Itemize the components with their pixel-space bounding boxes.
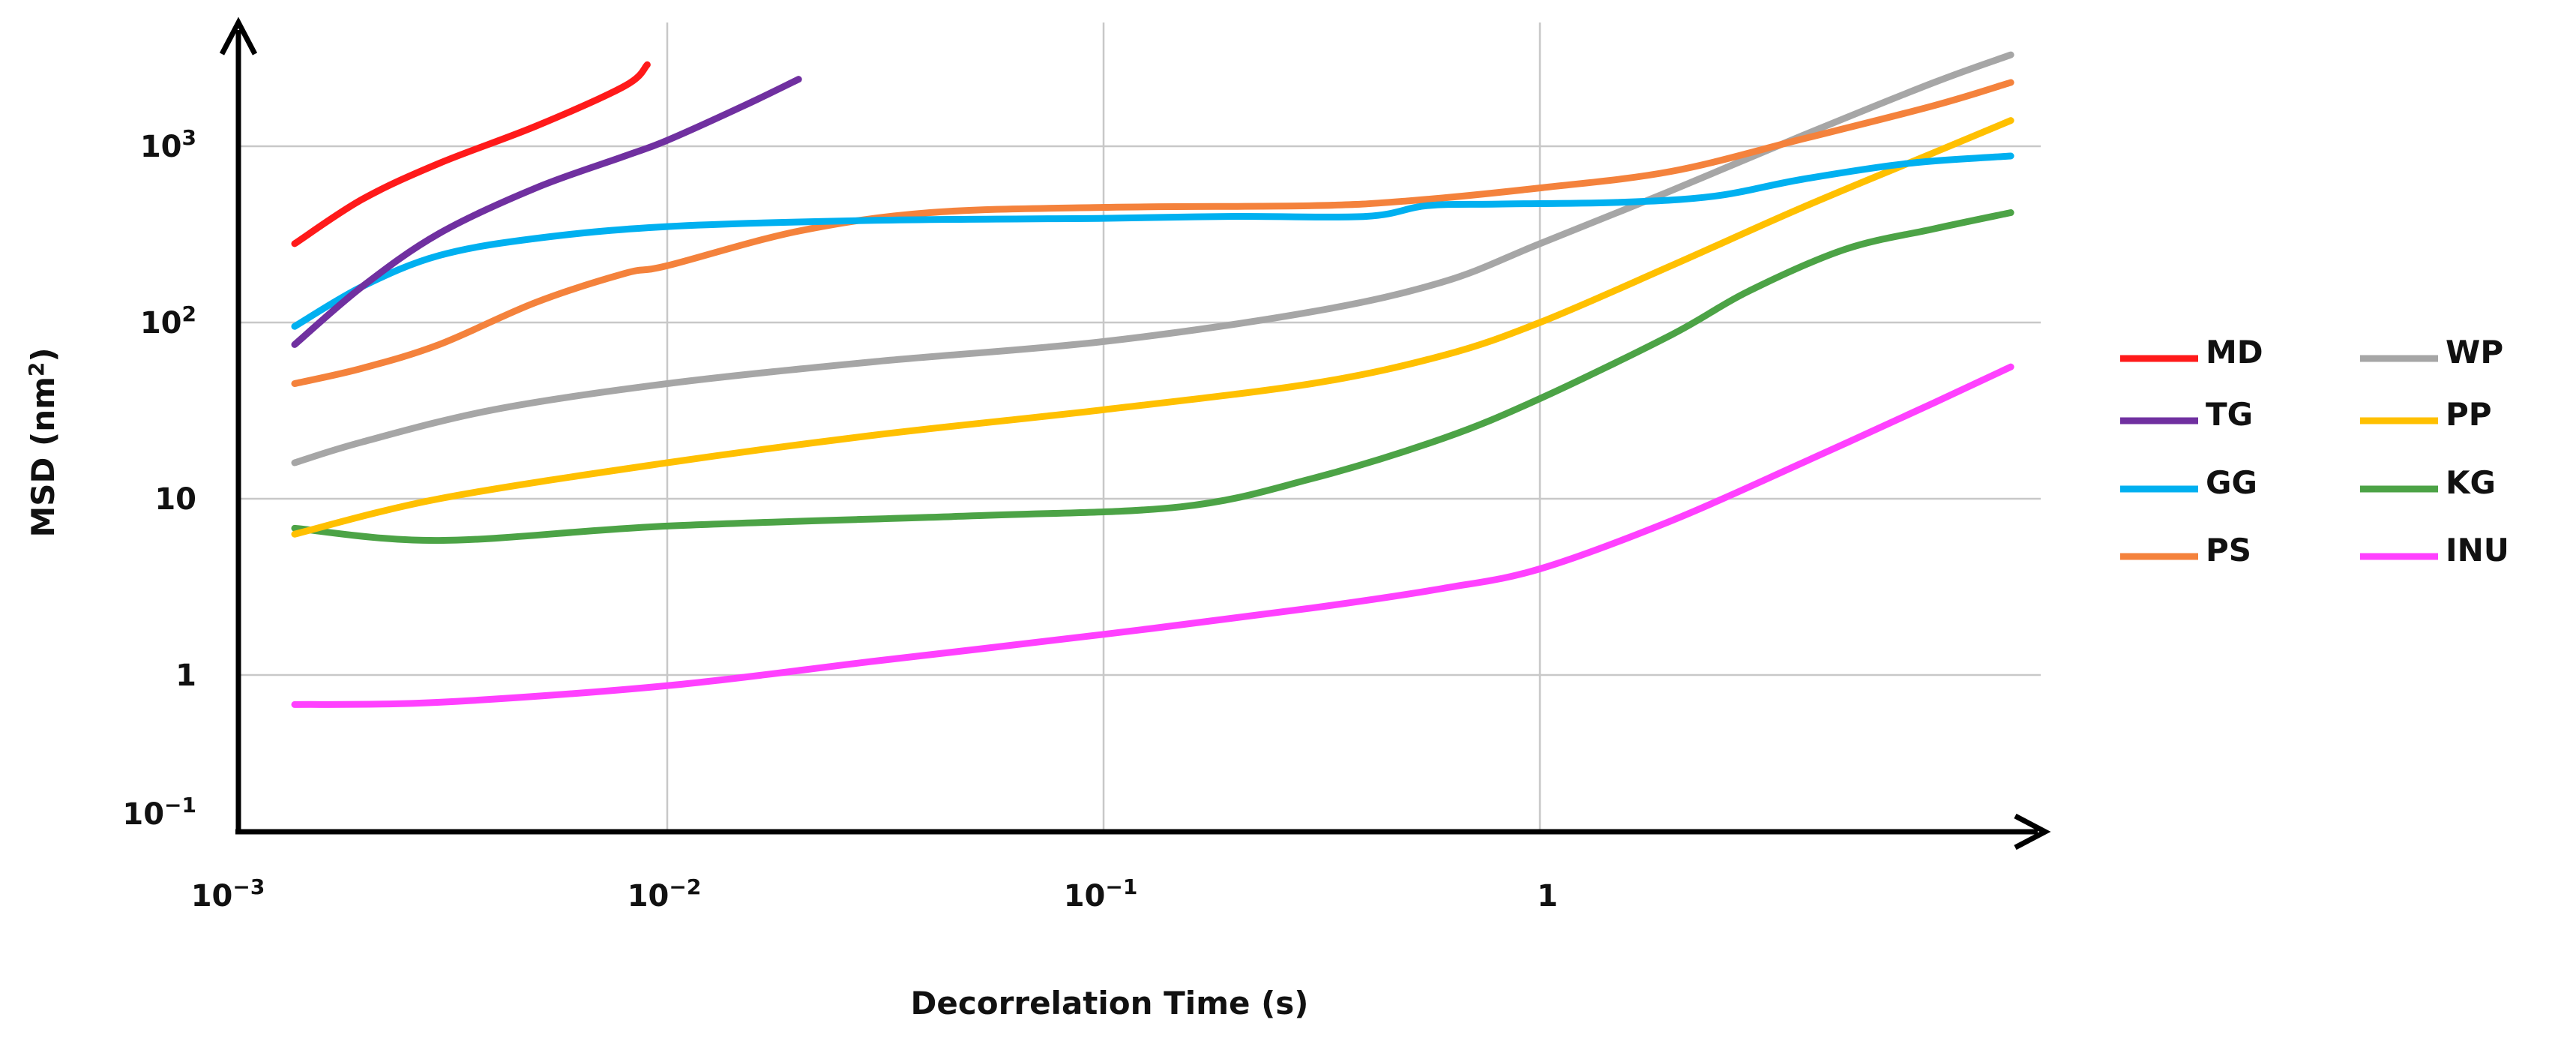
x-tick-label-3-base: 1 [1537, 879, 1558, 914]
y-axis-label-sup: 2 [24, 362, 49, 376]
x-axis-arrowhead [2014, 813, 2051, 850]
x-tick-label-0-exp: −3 [232, 874, 265, 899]
x-tick-label-1-base: 10 [628, 879, 669, 914]
grid [238, 22, 2041, 832]
legend-label-gg: GG [2206, 464, 2257, 501]
y-axis-arrowhead [219, 16, 258, 56]
x-tick-label-0: 10−3 [191, 874, 265, 914]
x-tick-label-0-base: 10 [191, 879, 233, 914]
y-tick-label-4-base: 10 [140, 130, 182, 164]
series-lines [291, 51, 2014, 708]
y-tick-label-3-exp: 2 [182, 302, 196, 326]
x-tick-label-1-exp: −2 [669, 874, 701, 899]
y-axis-label-main: MSD (nm [25, 376, 61, 537]
x-tick-label-2-exp: −1 [1105, 874, 1137, 899]
y-tick-label-4: 103 [140, 125, 196, 164]
y-tick-label-4-exp: 3 [182, 125, 196, 150]
axes [219, 16, 2051, 850]
y-tick-label-1-base: 1 [175, 658, 196, 693]
y-tick-label-3: 102 [140, 302, 196, 340]
series-line-inu [291, 363, 2014, 708]
x-tick-label-1: 10−2 [628, 874, 702, 914]
y-axis-label: MSD (nm2) [24, 347, 61, 537]
series-line-pp [291, 117, 2014, 538]
series-line-gg [291, 152, 2014, 330]
legend: MD TG GG PS WP PP KG INU [2120, 334, 2509, 568]
legend-label-kg: KG [2446, 464, 2496, 501]
x-tick-label-3: 1 [1537, 879, 1558, 914]
y-tick-label-2: 10 [154, 482, 196, 517]
x-axis-label: Decorrelation Time (s) [911, 985, 1309, 1022]
y-tick-label-3-base: 10 [140, 306, 182, 340]
legend-label-pp: PP [2446, 396, 2492, 433]
series-line-ps [291, 79, 2014, 387]
legend-label-md: MD [2206, 334, 2263, 370]
legend-label-tg: TG [2206, 396, 2253, 433]
legend-label-wp: WP [2446, 334, 2503, 370]
y-tick-label-2-base: 10 [154, 482, 196, 517]
series-line-md [291, 61, 651, 248]
legend-label-ps: PS [2206, 532, 2251, 568]
series-line-kg [291, 209, 2014, 544]
y-tick-label-0-exp: −1 [164, 793, 196, 818]
x-tick-label-2: 10−1 [1064, 874, 1138, 914]
y-tick-label-1: 1 [175, 658, 196, 693]
y-axis-label-close: ) [25, 347, 61, 362]
legend-label-inu: INU [2446, 532, 2509, 568]
y-tick-label-0-base: 10 [122, 797, 164, 832]
series-line-tg [291, 76, 802, 348]
y-tick-label-0: 10−1 [122, 793, 196, 832]
x-tick-label-2-base: 10 [1064, 879, 1106, 914]
